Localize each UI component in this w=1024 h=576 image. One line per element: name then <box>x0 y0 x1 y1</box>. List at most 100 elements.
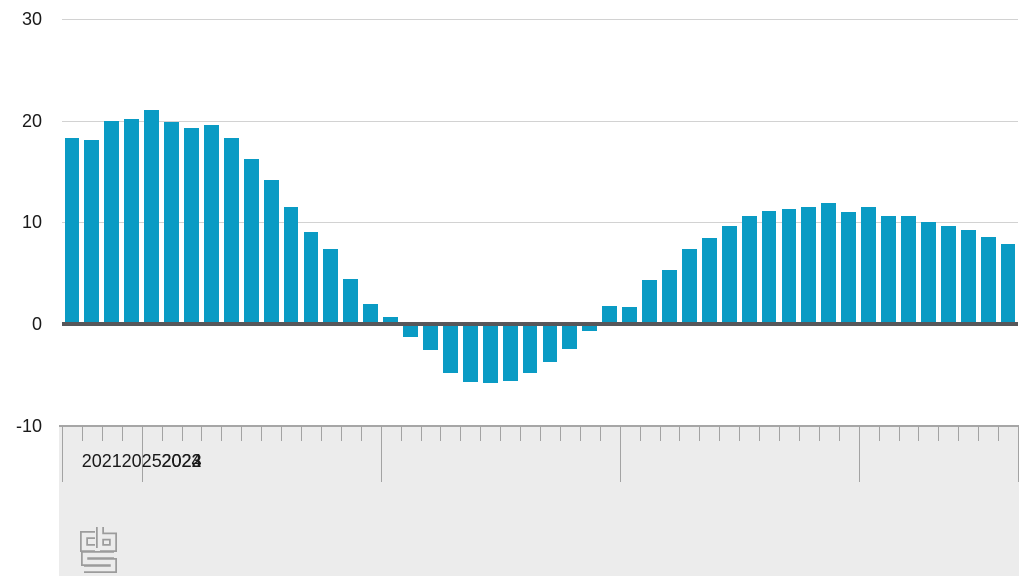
gridline-10 <box>62 222 1018 224</box>
month-tick <box>440 426 442 441</box>
bar-2021-12[interactable] <box>124 118 140 324</box>
bar-2023-06[interactable] <box>482 324 498 383</box>
bar-2024-12[interactable] <box>841 212 857 324</box>
bar-2025-04[interactable] <box>920 222 936 324</box>
month-tick <box>340 426 342 441</box>
bar-2022-01[interactable] <box>144 110 160 324</box>
bar-2022-04[interactable] <box>203 124 219 324</box>
bar-2023-01[interactable] <box>383 316 399 324</box>
bar-2021-09[interactable] <box>64 137 80 324</box>
x-axis-band <box>59 425 1019 576</box>
year-divider <box>1018 426 1019 482</box>
year-divider <box>858 426 860 482</box>
bar-2023-07[interactable] <box>502 324 518 381</box>
year-label-2021: 2021 <box>81 451 122 471</box>
y-axis-label-30: 30 <box>21 8 42 29</box>
month-tick <box>301 426 302 441</box>
bar-2023-12[interactable] <box>602 305 618 324</box>
bar-2023-09[interactable] <box>542 324 558 362</box>
month-tick <box>281 426 283 441</box>
bar-2023-05[interactable] <box>462 324 478 382</box>
bar-2024-01[interactable] <box>622 306 638 324</box>
month-tick <box>938 426 940 441</box>
y-axis-label-10: 10 <box>21 212 42 233</box>
bar-2025-07[interactable] <box>980 236 996 324</box>
zero-axis-line <box>62 322 1018 326</box>
cbs-logo-s <box>81 551 117 573</box>
bar-2023-04[interactable] <box>442 324 458 373</box>
year-divider <box>141 426 143 482</box>
gridline-20 <box>62 120 1018 122</box>
bar-2025-05[interactable] <box>940 226 956 324</box>
bar-2024-10[interactable] <box>801 207 817 324</box>
bar-2025-06[interactable] <box>960 230 976 324</box>
month-tick <box>679 426 681 441</box>
month-tick <box>998 426 1000 441</box>
bar-2022-06[interactable] <box>243 159 259 324</box>
month-tick <box>320 426 322 441</box>
bar-2024-09[interactable] <box>781 209 797 324</box>
year-label-2023: 2023 <box>161 451 202 471</box>
bar-2022-11[interactable] <box>343 279 359 324</box>
bar-2023-08[interactable] <box>522 324 538 373</box>
bar-2024-04[interactable] <box>681 248 697 324</box>
bar-2025-08[interactable] <box>1000 243 1016 324</box>
year-label-2024: 2024 <box>161 451 202 471</box>
bar-2024-06[interactable] <box>721 226 737 324</box>
bar-2022-10[interactable] <box>323 248 339 324</box>
year-label-2022: 2022 <box>161 451 202 471</box>
month-tick <box>520 426 522 441</box>
month-tick <box>400 426 402 441</box>
bar-2022-07[interactable] <box>263 179 279 324</box>
bar-2023-11[interactable] <box>582 324 598 332</box>
bar-2022-08[interactable] <box>283 207 299 324</box>
bar-2023-10[interactable] <box>562 324 578 350</box>
bar-2024-07[interactable] <box>741 216 757 324</box>
year-divider <box>619 426 621 482</box>
month-tick <box>261 426 263 441</box>
month-tick <box>81 426 83 441</box>
y-axis-label--10: -10 <box>15 415 42 436</box>
bar-2024-05[interactable] <box>701 237 717 324</box>
month-tick <box>978 426 980 441</box>
month-tick <box>599 426 601 441</box>
month-tick <box>241 426 243 441</box>
month-tick <box>719 426 721 441</box>
month-tick <box>420 426 422 441</box>
bar-2022-12[interactable] <box>363 303 379 324</box>
bar-2023-02[interactable] <box>403 324 418 338</box>
month-tick <box>540 426 541 441</box>
bar-2024-11[interactable] <box>821 203 837 324</box>
bar-2024-08[interactable] <box>761 211 777 324</box>
month-tick <box>121 426 123 441</box>
month-tick <box>838 426 840 441</box>
month-tick <box>898 426 900 441</box>
y-axis-label-20: 20 <box>21 110 42 131</box>
month-tick <box>161 426 163 441</box>
cbs-logo-c <box>80 531 95 552</box>
bar-2021-11[interactable] <box>104 120 120 324</box>
bar-2024-02[interactable] <box>642 280 657 324</box>
bar-2022-02[interactable] <box>164 121 179 324</box>
month-tick <box>818 426 820 441</box>
bar-2022-03[interactable] <box>184 127 199 324</box>
year-label-2025: 2025 <box>121 451 162 471</box>
month-tick <box>201 426 203 441</box>
month-tick <box>181 426 183 441</box>
year-divider <box>380 426 382 482</box>
month-tick <box>639 426 641 441</box>
bar-2024-03[interactable] <box>662 270 677 324</box>
bar-2025-03[interactable] <box>901 216 916 324</box>
bar-2022-05[interactable] <box>223 137 239 324</box>
bar-2022-09[interactable] <box>303 231 319 324</box>
month-tick <box>559 426 561 441</box>
gridline-30 <box>62 18 1018 20</box>
bar-2025-01[interactable] <box>861 207 877 324</box>
bar-2025-02[interactable] <box>881 216 896 324</box>
month-tick <box>699 426 701 441</box>
bar-2021-10[interactable] <box>84 139 100 324</box>
bar-2023-03[interactable] <box>423 324 438 351</box>
month-tick <box>958 426 960 441</box>
month-tick <box>779 426 780 441</box>
